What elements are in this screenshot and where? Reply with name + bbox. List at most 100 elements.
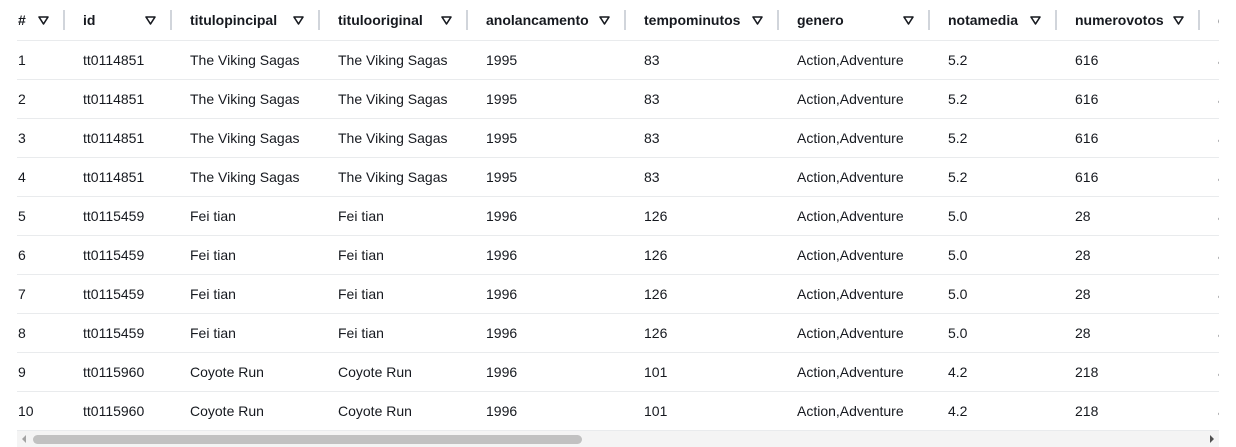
table-row[interactable]: 9 tt0115960 Coyote Run Coyote Run 1996 101 Act…: [17, 352, 1219, 392]
cell-value: 8: [18, 325, 26, 341]
sort-caret-down-icon[interactable]: [37, 13, 49, 27]
cell-value: 4.2: [948, 403, 968, 419]
cell-value: tt0115459: [83, 286, 145, 302]
cell-value: 83: [644, 52, 660, 68]
cell-value: The Viking Sagas: [338, 52, 448, 68]
table-cell: tt0114851: [65, 79, 172, 119]
column-header-col7[interactable]: notamedia: [930, 0, 1057, 41]
column-header-label: #: [18, 12, 26, 28]
scroll-right-icon[interactable]: [1205, 431, 1219, 447]
table-cell: tt0114851: [65, 40, 172, 80]
column-header-col1[interactable]: id: [65, 0, 172, 41]
column-resize-divider[interactable]: [928, 10, 930, 30]
table-cell: 3: [17, 118, 65, 158]
cell-value: Action,Adventure: [797, 130, 904, 146]
column-header-col8[interactable]: numerovotos: [1057, 0, 1200, 41]
table-row[interactable]: 4 tt0114851 The Viking Sagas The Viking Sag…: [17, 157, 1219, 197]
table-cell: 2: [17, 79, 65, 119]
table-cell: 1995: [468, 118, 626, 158]
results-table: # id titulopincipal titulooriginal anolancam…: [17, 0, 1219, 431]
scrollbar-thumb[interactable]: [33, 435, 582, 444]
table-row[interactable]: 5 tt0115459 Fei tian Fei tian 1996 126 Action,…: [17, 196, 1219, 236]
cell-value: 5.0: [948, 325, 968, 341]
column-header-col6[interactable]: genero: [779, 0, 930, 41]
table-row[interactable]: 2 tt0114851 The Viking Sagas The Viking Sag…: [17, 79, 1219, 119]
table-cell: 1996: [468, 274, 626, 314]
table-row[interactable]: 3 tt0114851 The Viking Sagas The Viking Sag…: [17, 118, 1219, 158]
sort-caret-down-icon[interactable]: [1029, 13, 1041, 27]
table-cell: 616: [1057, 118, 1200, 158]
table-cell: 126: [626, 235, 779, 275]
column-resize-divider[interactable]: [466, 10, 468, 30]
table-cell: 101: [626, 391, 779, 431]
column-resize-divider[interactable]: [1198, 10, 1200, 30]
cell-value: 5.0: [948, 247, 968, 263]
cell-value: 5.2: [948, 169, 968, 185]
cell-value: Coyote Run: [338, 364, 412, 380]
column-header-row-number[interactable]: #: [17, 0, 65, 41]
cell-value: Coyote Run: [338, 403, 412, 419]
table-cell: 5.2: [930, 40, 1057, 80]
column-header-col3[interactable]: titulooriginal: [320, 0, 468, 41]
table-row[interactable]: 7 tt0115459 Fei tian Fei tian 1996 126 Action,…: [17, 274, 1219, 314]
column-resize-divider[interactable]: [318, 10, 320, 30]
table-row[interactable]: 1 tt0114851 The Viking Sagas The Viking Sag…: [17, 40, 1219, 80]
column-resize-divider[interactable]: [1055, 10, 1057, 30]
table-cell: Action,Adventure: [779, 352, 930, 392]
table-cell: a: [1200, 352, 1219, 392]
sort-caret-down-icon[interactable]: [292, 13, 304, 27]
sort-caret-down-icon[interactable]: [902, 13, 914, 27]
table-cell: tt0115459: [65, 235, 172, 275]
cell-value: Fei tian: [338, 208, 384, 224]
table-cell: The Viking Sagas: [172, 157, 320, 197]
sort-caret-down-icon[interactable]: [440, 13, 452, 27]
table-cell: 126: [626, 274, 779, 314]
table-row[interactable]: 8 tt0115459 Fei tian Fei tian 1996 126 Action,…: [17, 313, 1219, 353]
cell-value: 83: [644, 130, 660, 146]
cell-value: 3: [18, 130, 26, 146]
cell-value: Action,Adventure: [797, 286, 904, 302]
table-cell: 1996: [468, 196, 626, 236]
table-body: 1 tt0114851 The Viking Sagas The Viking Sag…: [17, 40, 1219, 431]
table-row[interactable]: 10 tt0115960 Coyote Run Coyote Run 1996 101 Ac…: [17, 391, 1219, 431]
column-resize-divider[interactable]: [170, 10, 172, 30]
horizontal-scrollbar[interactable]: [17, 431, 1219, 447]
column-resize-divider[interactable]: [63, 10, 65, 30]
column-resize-divider[interactable]: [777, 10, 779, 30]
cell-value: The Viking Sagas: [190, 169, 300, 185]
column-header-col2[interactable]: titulopincipal: [172, 0, 320, 41]
cell-value: 1995: [486, 52, 518, 68]
column-header-col5[interactable]: tempominutos: [626, 0, 779, 41]
table-cell: The Viking Sagas: [172, 79, 320, 119]
scroll-left-icon[interactable]: [17, 431, 31, 447]
cell-value: Action,Adventure: [797, 208, 904, 224]
sort-caret-down-icon[interactable]: [144, 13, 156, 27]
table-cell: tt0115459: [65, 196, 172, 236]
cell-value: a: [1200, 169, 1219, 185]
column-resize-divider[interactable]: [624, 10, 626, 30]
sort-caret-down-icon[interactable]: [751, 13, 763, 27]
cell-value: 2: [18, 91, 26, 107]
table-cell: 28: [1057, 196, 1200, 236]
table-cell: The Viking Sagas: [172, 40, 320, 80]
cell-value: Action,Adventure: [797, 403, 904, 419]
sort-caret-down-icon[interactable]: [598, 13, 610, 27]
table-cell: Action,Adventure: [779, 157, 930, 197]
table-cell: 5.2: [930, 118, 1057, 158]
cell-value: a: [1200, 52, 1219, 68]
cell-value: 1996: [486, 325, 518, 341]
cell-value: The Viking Sagas: [190, 130, 300, 146]
table-row[interactable]: 6 tt0115459 Fei tian Fei tian 1996 126 Action,…: [17, 235, 1219, 275]
cell-value: 101: [644, 403, 668, 419]
table-cell: 5.2: [930, 79, 1057, 119]
table-cell: a: [1200, 40, 1219, 80]
cell-value: 9: [18, 364, 26, 380]
table-cell: Action,Adventure: [779, 79, 930, 119]
column-header-label: titulopincipal: [190, 12, 278, 28]
table-cell: a: [1200, 79, 1219, 119]
sort-caret-down-icon[interactable]: [1172, 13, 1184, 27]
column-header-col4[interactable]: anolancamento: [468, 0, 626, 41]
column-header-col9[interactable]: g: [1200, 0, 1219, 41]
cell-value: a: [1200, 208, 1219, 224]
table-cell: 28: [1057, 274, 1200, 314]
